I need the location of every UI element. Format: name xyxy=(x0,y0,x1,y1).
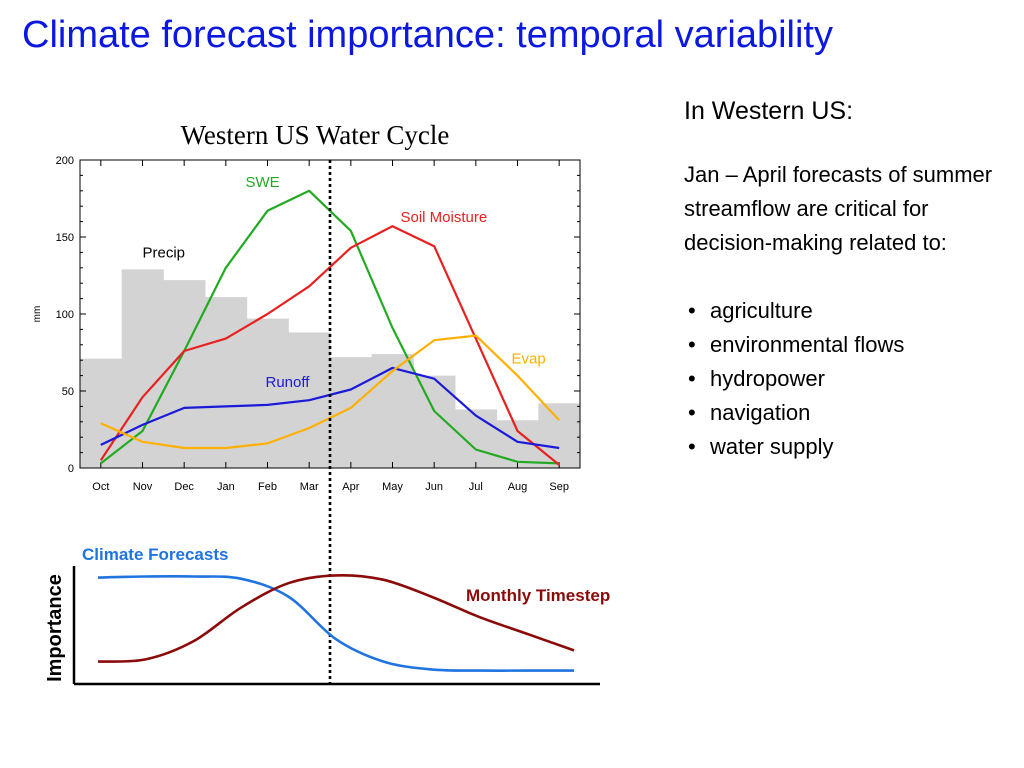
precip-bar xyxy=(80,358,123,468)
precip-bar xyxy=(330,357,373,468)
y-tick-label: 150 xyxy=(56,232,74,244)
x-tick-label: Mar xyxy=(300,481,319,493)
precip-bar xyxy=(121,269,164,468)
swe-label: SWE xyxy=(246,174,280,191)
climate-forecasts-label: Climate Forecasts xyxy=(82,545,228,564)
x-tick-label: Jan xyxy=(217,481,235,493)
precip-label: Precip xyxy=(143,244,186,261)
x-tick-label: Aug xyxy=(508,481,528,493)
right-text-panel: In Western US: Jan – April forecasts of … xyxy=(684,94,1014,464)
x-tick-label: Dec xyxy=(174,481,194,493)
bullet-item: environmental flows xyxy=(684,328,1014,362)
climate-forecasts-curve xyxy=(97,574,574,672)
y-axis-label: mm xyxy=(32,306,43,323)
x-tick-label: Jul xyxy=(469,481,483,493)
y-tick-label: 0 xyxy=(68,463,74,475)
bullet-item: navigation xyxy=(684,396,1014,430)
chart-title: Western US Water Cycle xyxy=(180,120,450,150)
y-tick-label: 50 xyxy=(62,386,74,398)
bullet-item: water supply xyxy=(684,430,1014,464)
evap-line xyxy=(100,334,561,450)
precip-bar xyxy=(163,280,206,468)
right-heading: In Western US: xyxy=(684,97,854,125)
x-tick-label: Nov xyxy=(133,481,153,493)
bullet-item: hydropower xyxy=(684,362,1014,396)
bullet-item: agriculture xyxy=(684,294,1014,328)
evap-label: Evap xyxy=(512,351,546,368)
precip-bar xyxy=(205,297,248,468)
x-tick-label: May xyxy=(382,481,403,493)
x-tick-label: Oct xyxy=(92,481,109,493)
runoff-label: Runoff xyxy=(266,374,311,391)
x-tick-label: Jun xyxy=(425,481,443,493)
x-tick-label: Apr xyxy=(342,481,359,493)
precip-bar xyxy=(455,409,498,468)
x-tick-label: Sep xyxy=(549,481,569,493)
bullet-list: agriculture environmental flows hydropow… xyxy=(684,294,1014,464)
x-tick-label: Feb xyxy=(258,481,277,493)
soil-moisture-line xyxy=(99,225,560,466)
y-tick-label: 200 xyxy=(56,155,74,167)
precip-bar xyxy=(538,403,581,468)
monthly-timestep-label: Monthly Timestep xyxy=(466,586,610,605)
importance-axis-label: Importance xyxy=(44,574,66,682)
y-tick-label: 100 xyxy=(56,309,74,321)
soil-moisture-label: Soil Moisture xyxy=(401,209,488,226)
right-paragraph: Jan – April forecasts of summer streamfl… xyxy=(684,162,993,255)
precip-bar xyxy=(413,375,456,468)
slide-title: Climate forecast importance: temporal va… xyxy=(22,14,833,56)
precip-bar xyxy=(371,354,414,468)
monthly-timestep-curve xyxy=(97,573,575,663)
